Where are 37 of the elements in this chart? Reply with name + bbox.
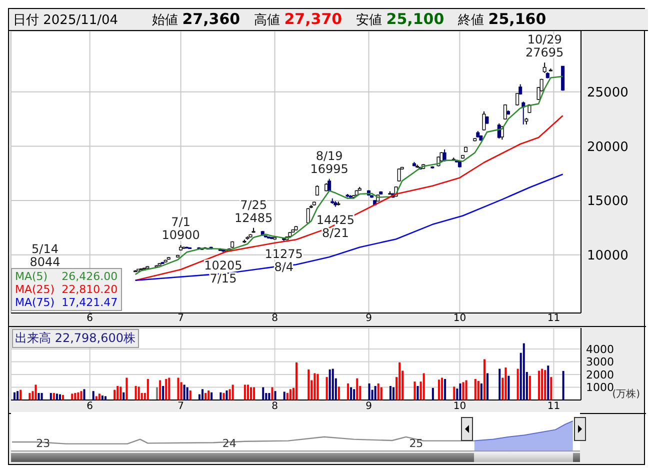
text: MA(5) 26,426.00 [15, 270, 118, 283]
y-axis-title: (万株) [612, 388, 640, 401]
y-tick-label: 15000 [587, 194, 628, 210]
annotation: 7/1 10900 [162, 215, 200, 242]
x-tick-label: 7 [178, 313, 184, 324]
x-tick-label: 11 [547, 313, 560, 324]
y-tick-label: 2000 [586, 368, 614, 382]
y-tick-label: 25000 [587, 85, 628, 100]
annotation: 5/14 8044 [28, 242, 62, 269]
x-tick-label: 9 [366, 401, 372, 412]
x-tick-label: 8 [272, 401, 278, 412]
x-tick-label: 11 [547, 401, 560, 412]
x-tick-label: 6 [86, 401, 94, 412]
text: 始値 27,360 [152, 10, 240, 29]
y-tick-label: 1000 [586, 381, 614, 394]
series-label: MA(25) 22,810.20 [15, 283, 118, 296]
y-tick-label: 3000 [586, 356, 614, 369]
chart-title: 日付 2025/11/04 [13, 12, 118, 28]
y-tick-label: 20000 [587, 140, 628, 155]
chart-title: 出来高 22,798,600株 [12, 329, 139, 348]
x-tick-label: 10 [453, 313, 466, 324]
x-tick-label: 6 [86, 313, 94, 324]
y-tick-label: 10000 [587, 248, 628, 264]
text: 安値 25,100 [356, 10, 444, 29]
text: MA(75) 17,421.47 [15, 296, 118, 309]
x-tick-label: 8 [272, 313, 278, 324]
annotation: 10/29 27695 [526, 32, 564, 60]
x-tick-label: 10 [453, 401, 466, 412]
annotation: 7/25 12485 [234, 198, 273, 225]
text: 高値 27,370 [254, 10, 342, 29]
x-tick-label: 25 [409, 437, 424, 450]
x-tick-label: 9 [366, 313, 372, 324]
annotation: 8/19 16995 [310, 148, 348, 176]
annotation: 10205 7/15 [204, 258, 242, 286]
text: 終値 25,160 [458, 10, 546, 29]
y-tick-label: 4000 [586, 342, 614, 356]
x-tick-label: 7 [178, 401, 184, 412]
